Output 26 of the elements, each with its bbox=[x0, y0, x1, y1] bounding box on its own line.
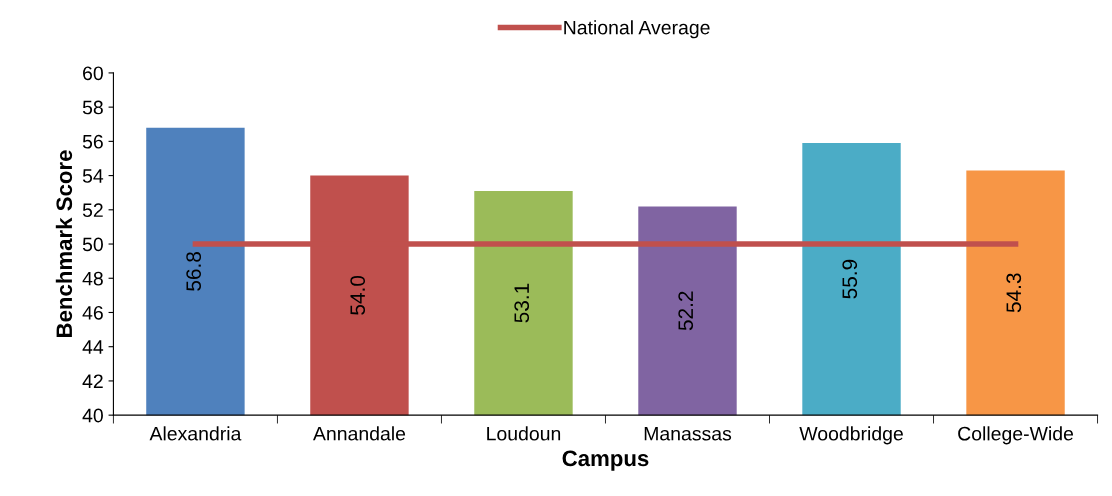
y-tick-label: 50 bbox=[82, 237, 103, 252]
y-tick-label: 52 bbox=[82, 203, 103, 218]
y-tick-label: 54 bbox=[82, 169, 104, 183]
x-tick-label: College-Wide bbox=[958, 426, 1074, 445]
y-tick-label: 56 bbox=[82, 134, 103, 149]
y-tick-label: 44 bbox=[82, 340, 104, 354]
data-label: 54.3 bbox=[1006, 273, 1022, 313]
legend-label: National Average bbox=[564, 20, 710, 39]
x-axis-title: Campus bbox=[562, 450, 649, 471]
x-tick-label: Annandale bbox=[313, 426, 406, 441]
data-label: 55.9 bbox=[842, 259, 858, 299]
y-tick-label: 40 bbox=[82, 408, 103, 423]
data-label: 53.1 bbox=[514, 283, 530, 323]
x-tick-label: Alexandria bbox=[149, 426, 242, 441]
y-tick-label: 48 bbox=[82, 271, 103, 286]
y-tick-label: 60 bbox=[83, 66, 103, 81]
y-axis-title: Benchmark Score bbox=[55, 150, 73, 338]
y-tick-label: 46 bbox=[82, 305, 103, 320]
data-label: 54.0 bbox=[350, 275, 366, 315]
x-tick-label: Manassas bbox=[644, 426, 732, 441]
y-tick-label: 58 bbox=[82, 100, 103, 115]
x-tick-label: Woodbridge bbox=[799, 426, 903, 445]
data-label: 52.2 bbox=[678, 291, 694, 331]
y-tick-label: 42 bbox=[82, 374, 103, 388]
data-label: 56.8 bbox=[186, 252, 202, 291]
x-tick-label: Loudoun bbox=[487, 426, 561, 441]
